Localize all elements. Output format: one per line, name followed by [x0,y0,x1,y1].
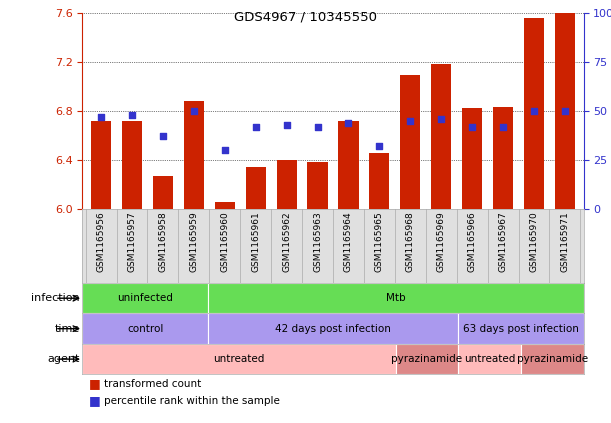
Text: GSM1165961: GSM1165961 [251,211,260,272]
Bar [307,162,327,209]
Point [220,147,230,154]
Text: GSM1165965: GSM1165965 [375,211,384,272]
Bar [214,202,235,209]
Bar [524,18,544,209]
Point [529,107,539,114]
Text: percentile rank within the sample: percentile rank within the sample [104,396,280,406]
Text: GSM1165956: GSM1165956 [97,211,106,272]
Bar [277,160,297,209]
Point [189,107,199,114]
Text: ■: ■ [89,394,100,407]
Text: infection: infection [31,293,80,303]
Text: GSM1165964: GSM1165964 [344,211,353,272]
Point [343,119,353,126]
Text: GSM1165962: GSM1165962 [282,211,291,272]
Bar [122,121,142,209]
Bar [458,313,584,344]
Text: GSM1165968: GSM1165968 [406,211,415,272]
Bar [91,121,111,209]
Text: GDS4967 / 10345550: GDS4967 / 10345550 [234,11,377,24]
Bar [369,153,389,209]
Point [251,123,260,130]
Bar [521,344,584,374]
Point [560,107,570,114]
Text: agent: agent [48,354,80,364]
Text: 42 days post infection: 42 days post infection [275,324,391,334]
Text: GSM1165969: GSM1165969 [437,211,446,272]
Text: GSM1165960: GSM1165960 [220,211,229,272]
Point [127,111,137,118]
Bar [184,101,204,209]
Point [375,143,384,150]
Text: GSM1165958: GSM1165958 [158,211,167,272]
Text: pyrazinamide: pyrazinamide [392,354,463,364]
Text: GSM1165970: GSM1165970 [530,211,538,272]
Point [436,115,446,122]
Text: GSM1165967: GSM1165967 [499,211,508,272]
Bar [208,313,458,344]
Text: 63 days post infection: 63 days post infection [463,324,579,334]
Text: control: control [127,324,163,334]
Point [498,123,508,130]
Bar [82,313,208,344]
Text: untreated: untreated [464,354,515,364]
Text: GSM1165959: GSM1165959 [189,211,199,272]
Text: time: time [55,324,80,334]
Text: transformed count: transformed count [104,379,201,389]
Bar [462,108,482,209]
Point [406,117,415,124]
Point [313,123,323,130]
Point [158,133,168,140]
Bar [338,121,359,209]
Bar [208,283,584,313]
Bar [82,344,396,374]
Text: pyrazinamide: pyrazinamide [517,354,588,364]
Text: Mtb: Mtb [386,293,406,303]
Bar [431,64,452,209]
Text: ■: ■ [89,377,100,390]
Bar [246,167,266,209]
Text: GSM1165971: GSM1165971 [560,211,569,272]
Point [282,121,291,128]
Text: uninfected: uninfected [117,293,173,303]
Text: GSM1165957: GSM1165957 [128,211,136,272]
Text: GSM1165963: GSM1165963 [313,211,322,272]
Bar [82,283,208,313]
Bar [458,344,521,374]
Bar [555,13,575,209]
Point [467,123,477,130]
Text: GSM1165966: GSM1165966 [467,211,477,272]
Bar [396,344,458,374]
Point [96,113,106,120]
Bar [400,75,420,209]
Text: untreated: untreated [213,354,265,364]
Bar [493,107,513,209]
Bar [153,176,173,209]
